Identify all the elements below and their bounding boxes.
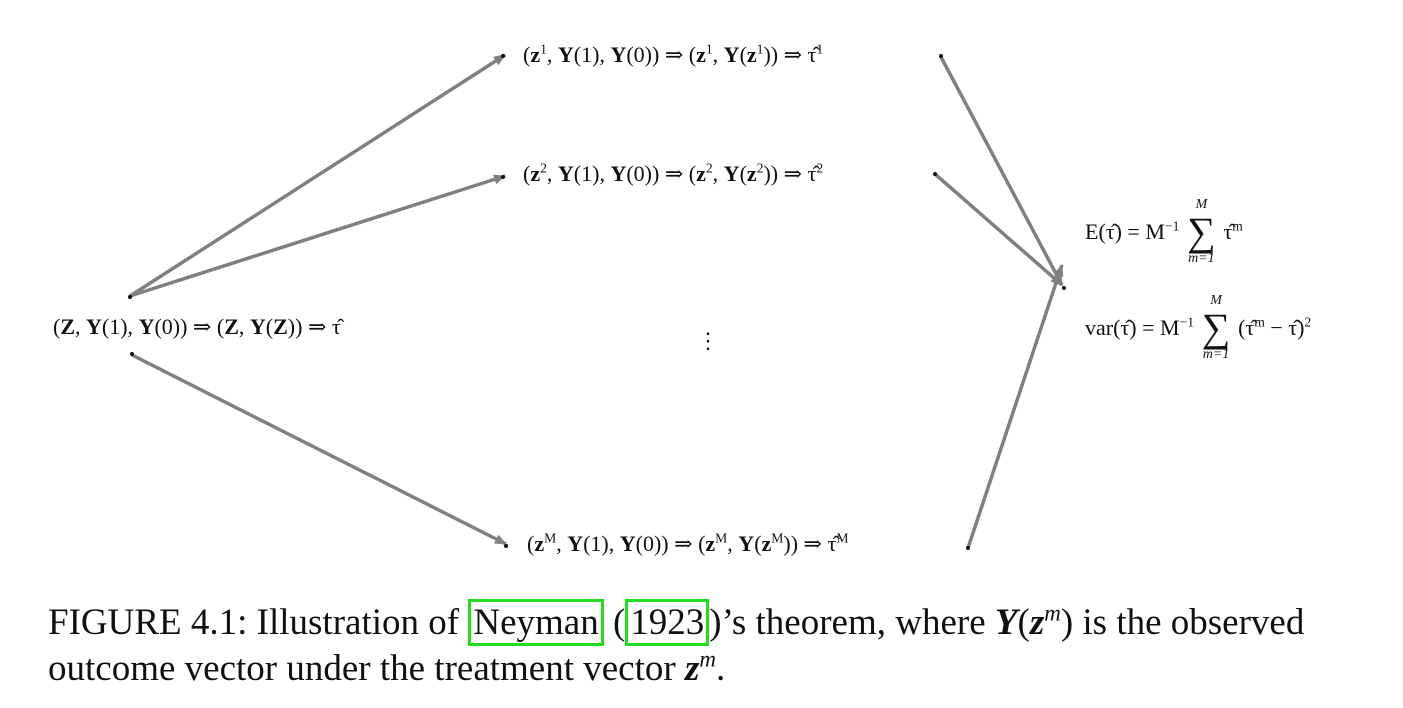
- mean-sum-operator: M ∑ m=1: [1187, 197, 1216, 266]
- branch-node-m: (zM, Y(1), Y(0)) ⇒ (zM, Y(zM)) ⇒ τ̂M: [527, 530, 849, 556]
- branch-m-sup-c: M: [771, 530, 784, 546]
- branch-1-sup-b: 1: [705, 41, 713, 57]
- neyman-diagram: [128, 53, 1066, 550]
- arrow-source-to-branch-m: [131, 353, 507, 546]
- dot-source-top: [128, 295, 132, 299]
- branch-node-2: (z2, Y(1), Y(0)) ⇒ (z2, Y(z2)) ⇒ τ̂2: [523, 160, 824, 186]
- citation-link-year[interactable]: 1923: [625, 599, 710, 646]
- branch-m-sup-d: M: [836, 530, 849, 546]
- dot-branch-m-right: [966, 546, 970, 550]
- branch-1-sup-d: 1: [816, 41, 824, 57]
- branch-1-sup-c: 1: [756, 41, 764, 57]
- dot-source-bottom: [130, 352, 134, 356]
- branch-2-sup-a: 2: [540, 160, 547, 176]
- arrow-branch-1-to-result: [939, 56, 1064, 286]
- dot-branch-2-left: [501, 175, 505, 179]
- branch-2-sup-b: 2: [705, 160, 713, 176]
- dot-branch-m-left: [504, 544, 508, 548]
- branch-m-sup-a: M: [544, 530, 557, 546]
- branch-1-sup-a: 1: [540, 41, 547, 57]
- branch-2-sup-c: 2: [756, 160, 764, 176]
- branch-m-sup-b: M: [715, 530, 728, 546]
- arrow-branch-m-to-result: [966, 264, 1064, 549]
- variance-formula: var(τ̂) = M−1 M ∑ m=1 (τ̂m − τ̂)2: [1085, 293, 1312, 362]
- arrow-branch-2-to-result: [933, 172, 1064, 287]
- vertical-ellipsis: ⋮: [697, 328, 719, 353]
- arrow-source-to-branch-1: [129, 53, 506, 298]
- citation-link-neyman[interactable]: Neyman: [468, 599, 604, 646]
- branch-node-1: (z1, Y(1), Y(0)) ⇒ (z1, Y(z1)) ⇒ τ̂1: [523, 41, 824, 67]
- dot-branch-1-left: [501, 54, 505, 58]
- arrow-source-to-branch-2: [129, 174, 506, 298]
- variance-sum-operator: M ∑ m=1: [1201, 293, 1231, 362]
- endpoint-dots: [128, 54, 1066, 550]
- source-node: (Z, Y(1), Y(0)) ⇒ (Z, Y(Z)) ⇒ τ̂: [53, 314, 341, 339]
- dot-branch-1-right: [939, 54, 943, 58]
- arrows: [129, 53, 1064, 549]
- figure-caption: FIGURE 4.1: Illustration of Neyman (1923…: [48, 599, 1305, 689]
- dot-result: [1062, 286, 1066, 290]
- dot-branch-2-right: [933, 172, 937, 176]
- branch-2-sup-d: 2: [816, 160, 824, 176]
- mean-formula: E(τ̂) = M−1 M ∑ m=1 τ̂m: [1085, 197, 1243, 266]
